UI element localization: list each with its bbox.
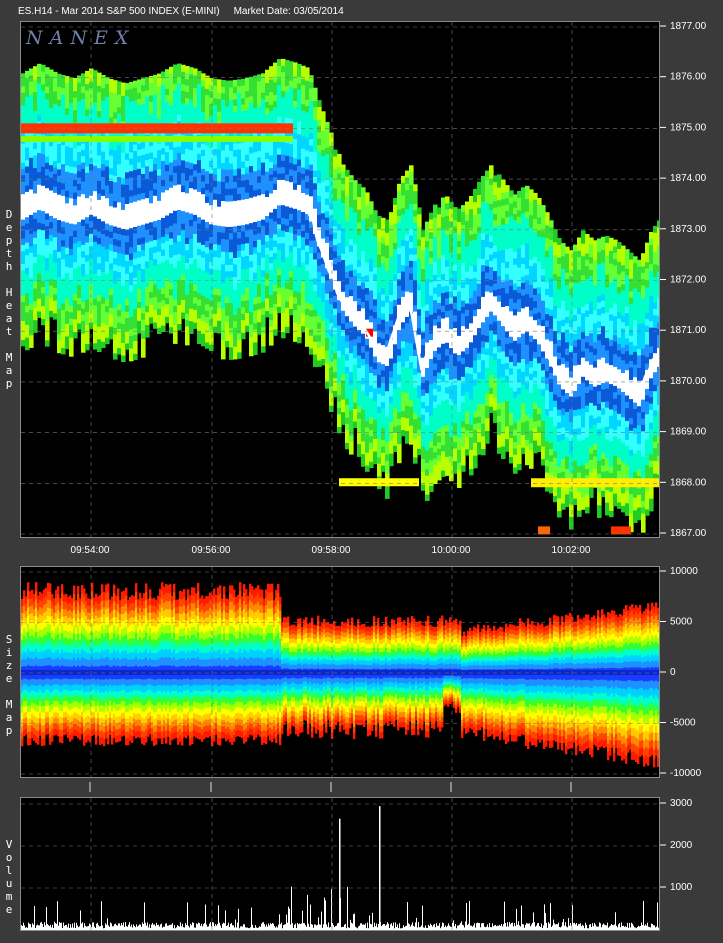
bid-band <box>339 478 419 487</box>
size-map-panel <box>20 566 660 778</box>
y-tick-label: 1873.00 <box>670 224 707 235</box>
y-tick-label: -5000 <box>670 718 696 729</box>
size-map-cells <box>21 582 659 768</box>
x-tick-label: 09:56:00 <box>192 545 231 556</box>
volume-bars <box>21 886 659 930</box>
depth-heat-map-svg <box>21 22 659 537</box>
volume-svg <box>21 798 659 930</box>
y-tick-label: 1000 <box>670 882 693 893</box>
y-tick-label: 1872.00 <box>670 275 707 286</box>
y-tick-label: 1868.00 <box>670 477 707 488</box>
x-tick-label: 09:58:00 <box>312 545 351 556</box>
chart-header: ES.H14 - Mar 2014 S&P 500 INDEX (E-MINI)… <box>18 6 358 17</box>
y-tick-label: 3000 <box>670 798 693 809</box>
y-tick-label: -10000 <box>670 768 702 779</box>
size-map-svg <box>21 567 659 777</box>
y-tick-label: 0 <box>670 667 676 678</box>
y-tick-label: 2000 <box>670 840 693 851</box>
symbol-title: ES.H14 - Mar 2014 S&P 500 INDEX (E-MINI) <box>18 6 220 17</box>
volume-spike <box>379 806 381 930</box>
y-tick-label: 1877.00 <box>670 21 707 32</box>
volume-panel <box>20 797 660 931</box>
depth-heat-map-panel <box>20 21 660 538</box>
zero-band <box>21 669 659 675</box>
y-tick-label: 1875.00 <box>670 122 707 133</box>
y-tick-label: 1867.00 <box>670 528 707 539</box>
y-tick-label: 1870.00 <box>670 376 707 387</box>
price-line <box>21 193 658 401</box>
x-tick-label: 09:54:00 <box>71 545 110 556</box>
nanex-logo: NANEX <box>26 27 136 49</box>
y-tick-label: 1871.00 <box>670 325 707 336</box>
y-tick-label: 1876.00 <box>670 72 707 83</box>
x-tick-label: 10:00:00 <box>432 545 471 556</box>
y-tick-label: 5000 <box>670 617 693 628</box>
y-tick-label: 1869.00 <box>670 427 707 438</box>
volume-spike <box>339 818 341 930</box>
market-date: Market Date: 03/05/2014 <box>233 6 344 17</box>
x-tick-label: 10:02:00 <box>552 545 591 556</box>
y-tick-label: 1874.00 <box>670 173 707 184</box>
y-tick-label: 10000 <box>670 566 698 577</box>
